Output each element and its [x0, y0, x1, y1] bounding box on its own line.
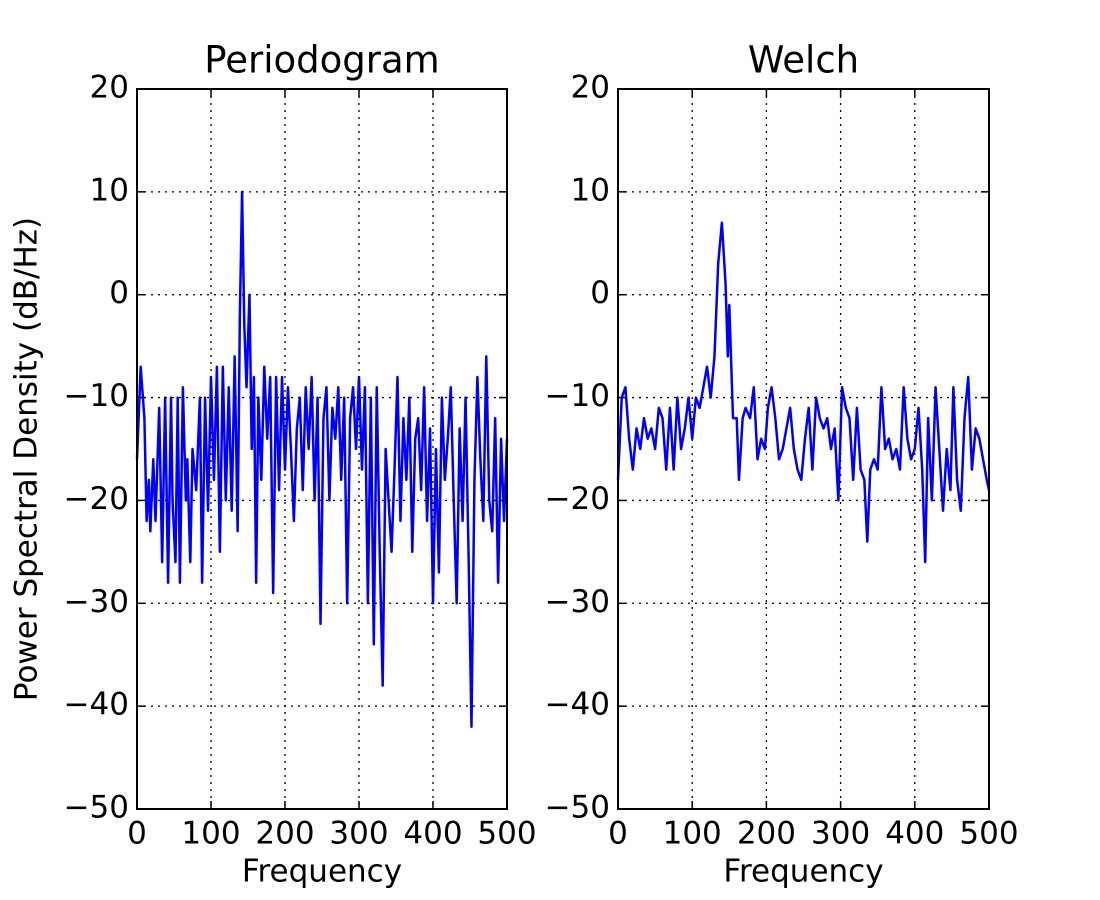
- y-tick-label: −30: [64, 584, 129, 620]
- axes-frame: [617, 88, 990, 810]
- x-axis-label: Frequency: [242, 854, 402, 890]
- y-tick-label: 0: [109, 275, 129, 311]
- y-tick-label: 10: [90, 172, 129, 208]
- axes-frame: [136, 88, 508, 810]
- y-tick-label: −40: [545, 687, 610, 723]
- x-tick-label: 100: [181, 816, 240, 852]
- y-tick-label: −40: [64, 687, 129, 723]
- chart-title: Welch: [748, 39, 859, 82]
- line: [135, 190, 509, 728]
- x-tick-label: 300: [811, 816, 870, 852]
- y-tick-label: 20: [90, 70, 129, 106]
- x-tick-label: 0: [127, 816, 147, 852]
- y-tick-label: −50: [64, 790, 129, 826]
- y-tick-label: −10: [545, 378, 610, 414]
- x-tick-label: 300: [329, 816, 388, 852]
- y-tick-label: −50: [545, 790, 610, 826]
- x-tick-label: 0: [608, 816, 628, 852]
- y-tick-label: 0: [590, 275, 610, 311]
- y-axis-label: Power Spectral Density (dB/Hz): [9, 217, 45, 701]
- x-tick-label: 500: [959, 816, 1018, 852]
- x-tick-label: 400: [885, 816, 944, 852]
- y-tick-label: −10: [64, 378, 129, 414]
- x-tick-label: 200: [255, 816, 314, 852]
- x-tick-label: 400: [403, 816, 462, 852]
- x-tick-label: 500: [477, 816, 536, 852]
- y-tick-label: −20: [545, 481, 610, 517]
- x-tick-label: 200: [737, 816, 796, 852]
- y-tick-label: 10: [571, 172, 610, 208]
- y-tick-label: −30: [545, 584, 610, 620]
- x-tick-label: 100: [663, 816, 722, 852]
- y-tick-label: −20: [64, 481, 129, 517]
- line: [616, 221, 991, 564]
- x-axis-label: Frequency: [723, 854, 883, 890]
- y-tick-label: 20: [571, 70, 610, 106]
- chart-title: Periodogram: [204, 39, 439, 82]
